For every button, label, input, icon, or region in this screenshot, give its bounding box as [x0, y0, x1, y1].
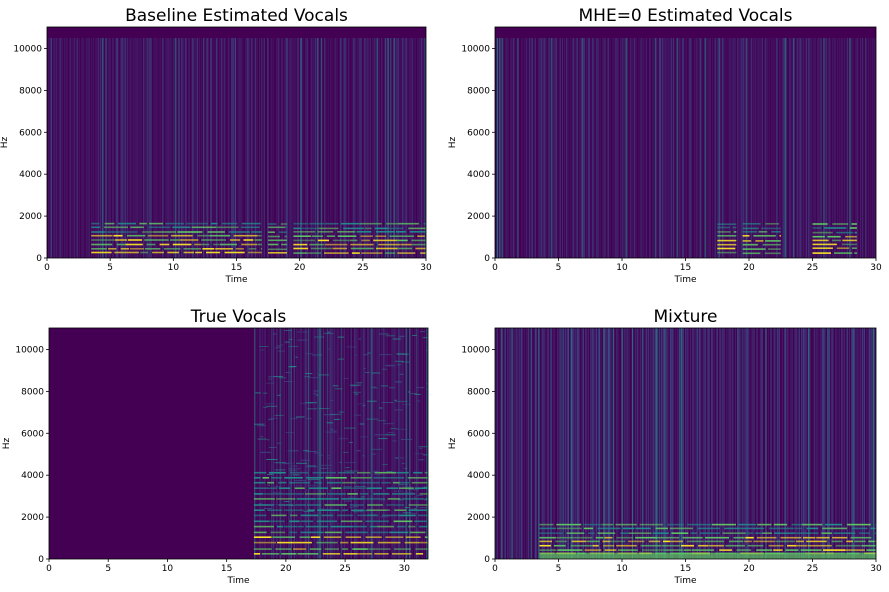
x-tick-label: 5: [556, 263, 562, 273]
spectrogram-mhe0: 0 5 10 15 20 25 30 0 2000 4000 6000 8000 10000 Time Hz…: [448, 6, 882, 285]
x-tick-label: 25: [357, 263, 368, 273]
chart-title: Baseline Estimated Vocals: [125, 6, 348, 26]
y-tick-label: 4000: [467, 471, 490, 481]
x-tick-label: 20: [280, 564, 292, 574]
x-tick-label: 5: [107, 263, 113, 273]
x-tick-label: 15: [680, 564, 691, 574]
x-axis-label: Time: [673, 576, 696, 586]
x-tick-label: 30: [420, 263, 432, 273]
x-tick-label: 15: [680, 263, 691, 273]
x-tick-label: 30: [870, 263, 882, 273]
x-tick-label: 25: [807, 263, 818, 273]
y-tick-label: 10000: [461, 44, 490, 54]
x-tick-label: 5: [556, 564, 562, 574]
y-tick-label: 6000: [467, 429, 490, 439]
y-tick-label: 10000: [13, 44, 42, 54]
x-tick-label: 30: [870, 564, 882, 574]
y-tick-label: 10000: [461, 345, 490, 355]
spectrogram-image-baseline: [47, 27, 426, 258]
x-tick-label: 0: [44, 263, 50, 273]
y-axis-label: Hz: [2, 437, 12, 449]
y-tick-label: 0: [484, 555, 490, 565]
x-tick-label: 25: [339, 564, 350, 574]
x-tick-label: 0: [46, 564, 52, 574]
spectrogram-mixture: 0 5 10 15 20 25 30 0 2000 4000 6000 8000 10000 Time Hz…: [448, 307, 882, 586]
y-tick-label: 6000: [21, 429, 44, 439]
spectrogram-baseline: 0 5 10 15 20 25 30 0 2000 4000 6000 8000 10000 Time Hz…: [0, 6, 432, 285]
y-tick-label: 0: [484, 254, 490, 264]
x-tick-label: 0: [492, 263, 498, 273]
y-tick-label: 2000: [467, 212, 490, 222]
y-tick-label: 2000: [21, 513, 44, 523]
chart-title: Mixture: [654, 307, 718, 327]
x-tick-label: 20: [743, 564, 755, 574]
y-axis-label: Hz: [448, 437, 458, 449]
x-tick-label: 5: [105, 564, 111, 574]
y-tick-label: 0: [36, 254, 42, 264]
x-tick-label: 15: [231, 263, 242, 273]
spectrogram-image-mhe0: [495, 27, 877, 258]
y-tick-label: 2000: [467, 513, 490, 523]
y-tick-label: 10000: [15, 345, 44, 355]
x-tick-label: 20: [294, 263, 306, 273]
x-tick-label: 10: [616, 564, 628, 574]
y-axis-label: Hz: [0, 136, 10, 148]
x-tick-label: 15: [221, 564, 232, 574]
chart-title: True Vocals: [190, 307, 287, 327]
y-tick-label: 8000: [19, 86, 42, 96]
x-tick-label: 10: [168, 263, 180, 273]
y-tick-label: 8000: [467, 387, 490, 397]
y-axis-label: Hz: [448, 136, 458, 148]
spectrogram-image-mixture: [495, 328, 876, 559]
x-tick-label: 0: [492, 564, 498, 574]
spectrogram-image-true-vocals: [49, 328, 439, 559]
x-axis-label: Time: [226, 576, 249, 586]
y-tick-label: 8000: [467, 86, 490, 96]
y-tick-label: 4000: [19, 170, 42, 180]
chart-title: MHE=0 Estimated Vocals: [579, 6, 793, 26]
x-tick-label: 25: [807, 564, 818, 574]
x-axis-label: Time: [224, 275, 247, 285]
y-tick-label: 8000: [21, 387, 44, 397]
y-tick-label: 6000: [467, 128, 490, 138]
y-tick-label: 4000: [21, 471, 44, 481]
spectrogram-true-vocals: 0 5 10 15 20 25 30 0 2000 4000 6000 8000 10000 Time Hz…: [2, 307, 439, 586]
y-tick-label: 2000: [19, 212, 42, 222]
y-tick-label: 4000: [467, 170, 490, 180]
x-tick-label: 20: [743, 263, 755, 273]
x-axis-label: Time: [673, 275, 696, 285]
x-tick-label: 30: [399, 564, 411, 574]
y-tick-label: 0: [38, 555, 44, 565]
y-tick-label: 6000: [19, 128, 42, 138]
x-tick-label: 10: [162, 564, 174, 574]
x-tick-label: 10: [616, 263, 628, 273]
